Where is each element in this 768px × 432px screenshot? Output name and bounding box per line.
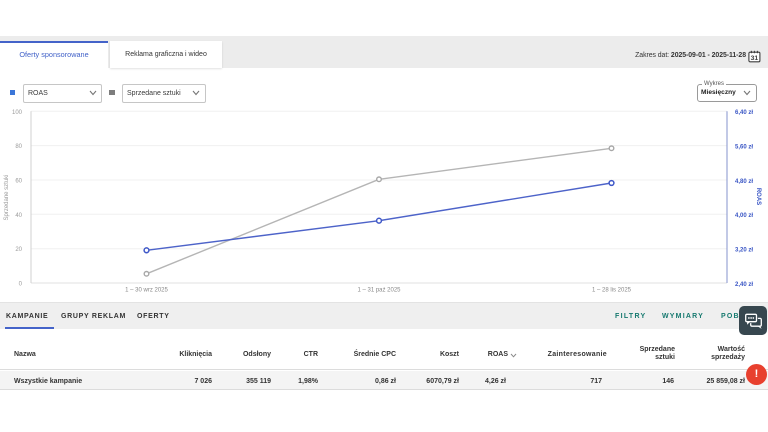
svg-text:80: 80: [15, 144, 22, 150]
svg-text:1 – 30 wrz 2025: 1 – 30 wrz 2025: [125, 288, 168, 294]
svg-text:31: 31: [751, 55, 759, 62]
svg-text:ROAS: ROAS: [755, 188, 761, 205]
svg-text:100: 100: [12, 110, 23, 116]
svg-text:Sprzedane sztuki: Sprzedane sztuki: [4, 174, 10, 220]
svg-text:60: 60: [15, 179, 22, 185]
svg-text:40: 40: [15, 213, 22, 219]
svg-text:0: 0: [19, 282, 23, 288]
svg-text:6,40 zł: 6,40 zł: [735, 110, 753, 116]
svg-text:4,80 zł: 4,80 zł: [735, 179, 753, 185]
svg-text:2,40 zł: 2,40 zł: [735, 282, 753, 288]
svg-text:1 – 31 paź 2025: 1 – 31 paź 2025: [357, 288, 401, 294]
svg-text:1 – 28 lis 2025: 1 – 28 lis 2025: [592, 288, 632, 294]
svg-text:3,20 zł: 3,20 zł: [735, 248, 753, 254]
svg-text:4,00 zł: 4,00 zł: [735, 213, 753, 219]
svg-text:5,60 zł: 5,60 zł: [735, 144, 753, 150]
svg-text:20: 20: [15, 247, 22, 253]
